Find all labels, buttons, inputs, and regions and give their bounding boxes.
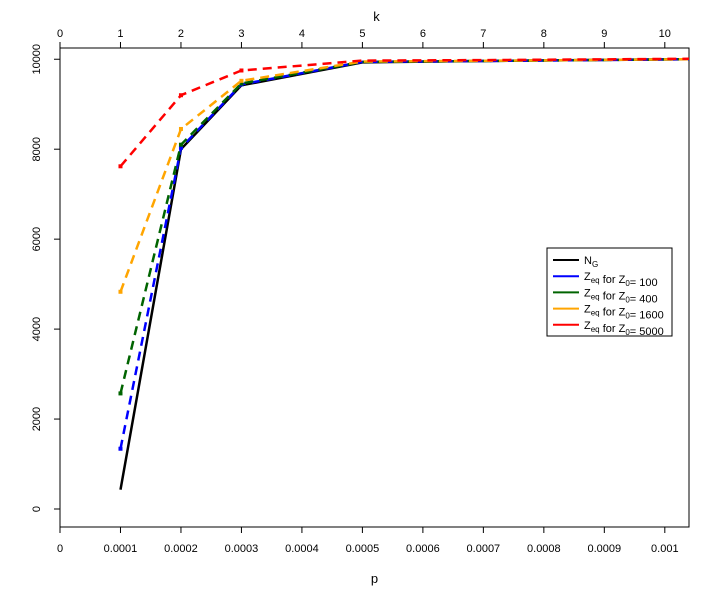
x-tick-label-9: 0.0009 <box>587 543 621 555</box>
series-point-1-1 <box>178 145 183 150</box>
series-point-2-2 <box>239 81 244 86</box>
y-tick-label-3: 6000 <box>31 227 43 251</box>
series-point-3-0 <box>118 289 123 294</box>
x2-tick-label-5: 5 <box>359 28 365 40</box>
legend-label-4-name-sub2: 0 <box>625 328 630 337</box>
legend-label-4-name-tail: = 5000 <box>630 326 664 338</box>
series-point-3-2 <box>239 78 244 83</box>
legend-label-3: Zeq for Z0= 1600 <box>584 304 664 322</box>
x2-axis-title: k <box>373 9 380 24</box>
x-tick-label-0: 0 <box>57 543 63 555</box>
legend-label-3-name-sub2: 0 <box>625 312 630 321</box>
series-point-2-0 <box>118 391 123 396</box>
x2-tick-label-8: 8 <box>541 28 547 40</box>
legend-label-2-name-sub2: 0 <box>625 295 630 304</box>
legend-label-0: NG <box>584 255 598 269</box>
legend-label-1-name-main: Z <box>584 271 591 283</box>
y-tick-label-2: 4000 <box>31 317 43 341</box>
series-point-4-0 <box>118 164 123 169</box>
legend-label-2-name-main: Z <box>584 287 591 299</box>
x2-tick-label-7: 7 <box>480 28 486 40</box>
series-line-4 <box>119 57 690 168</box>
x-tick-label-4: 0.0004 <box>285 543 319 555</box>
legend-label-1-name-sub2: 0 <box>625 279 630 288</box>
legend-label-0-name-main: N <box>584 255 592 267</box>
series-point-4-1 <box>178 93 183 98</box>
x-tick-label-10: 0.001 <box>651 543 679 555</box>
x2-tick-label-9: 9 <box>601 28 607 40</box>
legend-label-0-name-sub: G <box>592 260 598 269</box>
legend-label-3-name-sub: eq <box>591 309 600 318</box>
series-point-4-2 <box>239 68 244 73</box>
legend-label-4: Zeq for Z0= 5000 <box>584 320 664 338</box>
x2-tick-label-4: 4 <box>299 28 305 40</box>
x-tick-label-2: 0.0002 <box>164 543 198 555</box>
legend-label-3-name-main: Z <box>584 304 591 316</box>
series-point-3-1 <box>178 126 183 131</box>
x-tick-label-5: 0.0005 <box>346 543 380 555</box>
x-tick-label-8: 0.0008 <box>527 543 561 555</box>
x2-tick-label-1: 1 <box>117 28 123 40</box>
x-tick-label-7: 0.0007 <box>467 543 501 555</box>
legend-label-4-name-main: Z <box>584 320 591 332</box>
legend-label-2-name-sub: eq <box>591 292 600 301</box>
legend-label-4-name-rest: for Z <box>600 323 626 335</box>
y-tick-label-4: 8000 <box>31 137 43 161</box>
legend-label-1-name-sub: eq <box>591 276 600 285</box>
legend-label-4-name-sub: eq <box>591 325 600 334</box>
x-axis-title: p <box>371 571 378 586</box>
legend-label-3-name-rest: for Z <box>600 307 626 319</box>
legend-label-2-name-tail: = 400 <box>630 293 658 305</box>
x-tick-label-6: 0.0006 <box>406 543 440 555</box>
x2-tick-label-10: 10 <box>659 28 671 40</box>
series-point-2-1 <box>178 142 183 147</box>
y-tick-label-1: 2000 <box>31 407 43 431</box>
legend-label-2: Zeq for Z0= 400 <box>584 287 658 305</box>
legend-label-1: Zeq for Z0= 100 <box>584 271 658 289</box>
legend-label-3-name-tail: = 1600 <box>630 310 664 322</box>
series-line-2 <box>119 57 690 394</box>
x-tick-label-3: 0.0003 <box>225 543 259 555</box>
legend-label-1-name-rest: for Z <box>600 274 626 286</box>
x-tick-label-1: 0.0001 <box>104 543 138 555</box>
x2-tick-label-6: 6 <box>420 28 426 40</box>
x2-tick-label-0: 0 <box>57 28 63 40</box>
series-point-1-0 <box>118 446 123 451</box>
legend-label-2-name-rest: for Z <box>600 290 626 302</box>
x2-tick-label-2: 2 <box>178 28 184 40</box>
x2-tick-label-3: 3 <box>238 28 244 40</box>
legend-label-1-name-tail: = 100 <box>630 277 658 289</box>
y-tick-label-5: 10000 <box>31 44 43 75</box>
series-line-1 <box>119 57 690 449</box>
y-tick-label-0: 0 <box>31 506 43 512</box>
